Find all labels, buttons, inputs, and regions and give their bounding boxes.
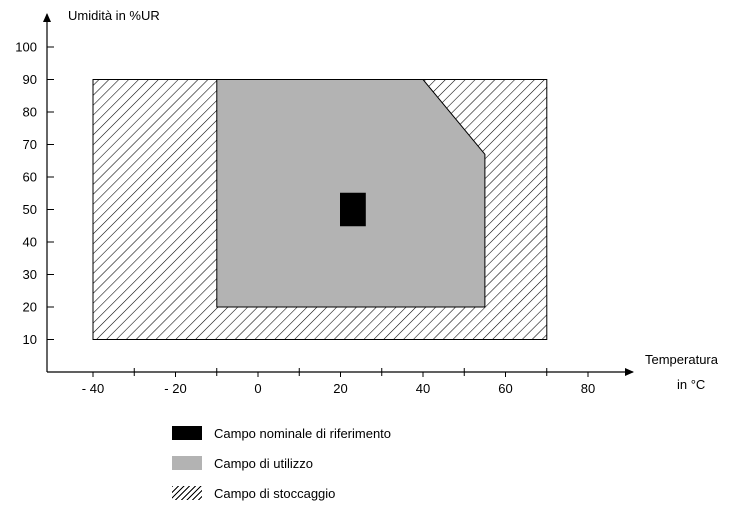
x-tick-label: 60 (498, 381, 512, 396)
legend-label-reference: Campo nominale di riferimento (214, 425, 392, 441)
legend-item-reference: Campo nominale di riferimento (172, 418, 391, 448)
x-tick-label: 0 (254, 381, 261, 396)
x-tick-label: - 40 (82, 381, 104, 396)
legend-label-usage: Campo di utilizzo (214, 455, 313, 471)
reference-swatch (172, 426, 202, 440)
x-tick-label: - 20 (164, 381, 186, 396)
y-tick-label: 60 (23, 170, 37, 185)
y-tick-label: 90 (23, 72, 37, 87)
y-tick-label: 100 (15, 40, 37, 55)
reference-region (340, 192, 366, 227)
y-tick-label: 80 (23, 105, 37, 120)
y-tick-label: 70 (23, 137, 37, 152)
y-tick-label: 20 (23, 300, 37, 315)
legend: Campo nominale di riferimento Campo di u… (172, 418, 391, 508)
storage-swatch (172, 486, 202, 500)
x-tick-label: 40 (416, 381, 430, 396)
legend-label-storage: Campo di stoccaggio (214, 485, 336, 501)
x-tick-label: 20 (333, 381, 347, 396)
y-tick-label: 10 (23, 332, 37, 347)
legend-item-usage: Campo di utilizzo (172, 448, 391, 478)
regions-group (92, 79, 548, 340)
axes-group: 10 20 30 40 50 60 70 80 90 100 - 40 - 20 0 20 40 60 80 (15, 13, 634, 396)
usage-swatch (172, 456, 202, 470)
x-axis-title-line2: in °C (677, 377, 705, 392)
y-tick-label: 50 (23, 202, 37, 217)
y-tick-label: 30 (23, 267, 37, 282)
legend-item-storage: Campo di stoccaggio (172, 478, 391, 508)
axis-labels-group: Umidità in %UR Temperatura in °C (68, 8, 719, 392)
x-tick-label: 80 (581, 381, 595, 396)
y-tick-label: 40 (23, 235, 37, 250)
y-axis-title: Umidità in %UR (68, 8, 160, 23)
x-axis-title-line1: Temperatura (645, 352, 719, 367)
